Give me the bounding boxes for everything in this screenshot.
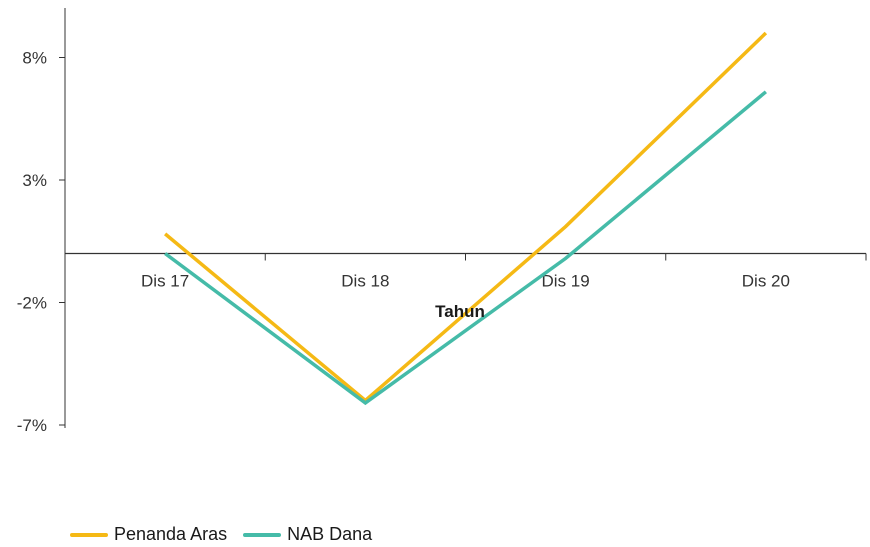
- x-tick-label: Dis 17: [141, 272, 189, 291]
- legend: Penanda Aras NAB Dana: [70, 524, 372, 545]
- y-axis-ticks: 8% 3% -2% -7%: [17, 49, 65, 435]
- legend-item-penanda-aras: Penanda Aras: [70, 524, 227, 545]
- axes: [64, 8, 866, 428]
- x-tick-label: Dis 20: [742, 272, 790, 291]
- y-tick-label: 8%: [22, 49, 47, 68]
- x-axis-title: Tahun: [435, 302, 485, 321]
- y-tick-label: -2%: [17, 294, 47, 313]
- legend-item-nab-dana: NAB Dana: [243, 524, 372, 545]
- x-tick-label: Dis 19: [542, 272, 590, 291]
- y-tick-label: 3%: [22, 171, 47, 190]
- legend-swatch-penanda-aras: [70, 532, 108, 537]
- legend-swatch-nab-dana: [243, 532, 282, 537]
- legend-label-penanda-aras: Penanda Aras: [114, 524, 228, 544]
- y-tick-label: -7%: [17, 416, 47, 435]
- series-lines: [164, 31, 768, 406]
- x-tick-label: Dis 18: [341, 272, 389, 291]
- series-line-nab-dana: [164, 90, 767, 406]
- legend-label-nab-dana: NAB Dana: [287, 524, 373, 544]
- series-line-penanda-aras: [164, 31, 768, 403]
- x-axis-ticks: Dis 17 Dis 18 Dis 19 Dis 20: [64, 253, 867, 291]
- line-chart: 8% 3% -2% -7% Dis 17 Dis 18 Dis 19 Dis 20 Tahu…: [17, 8, 867, 435]
